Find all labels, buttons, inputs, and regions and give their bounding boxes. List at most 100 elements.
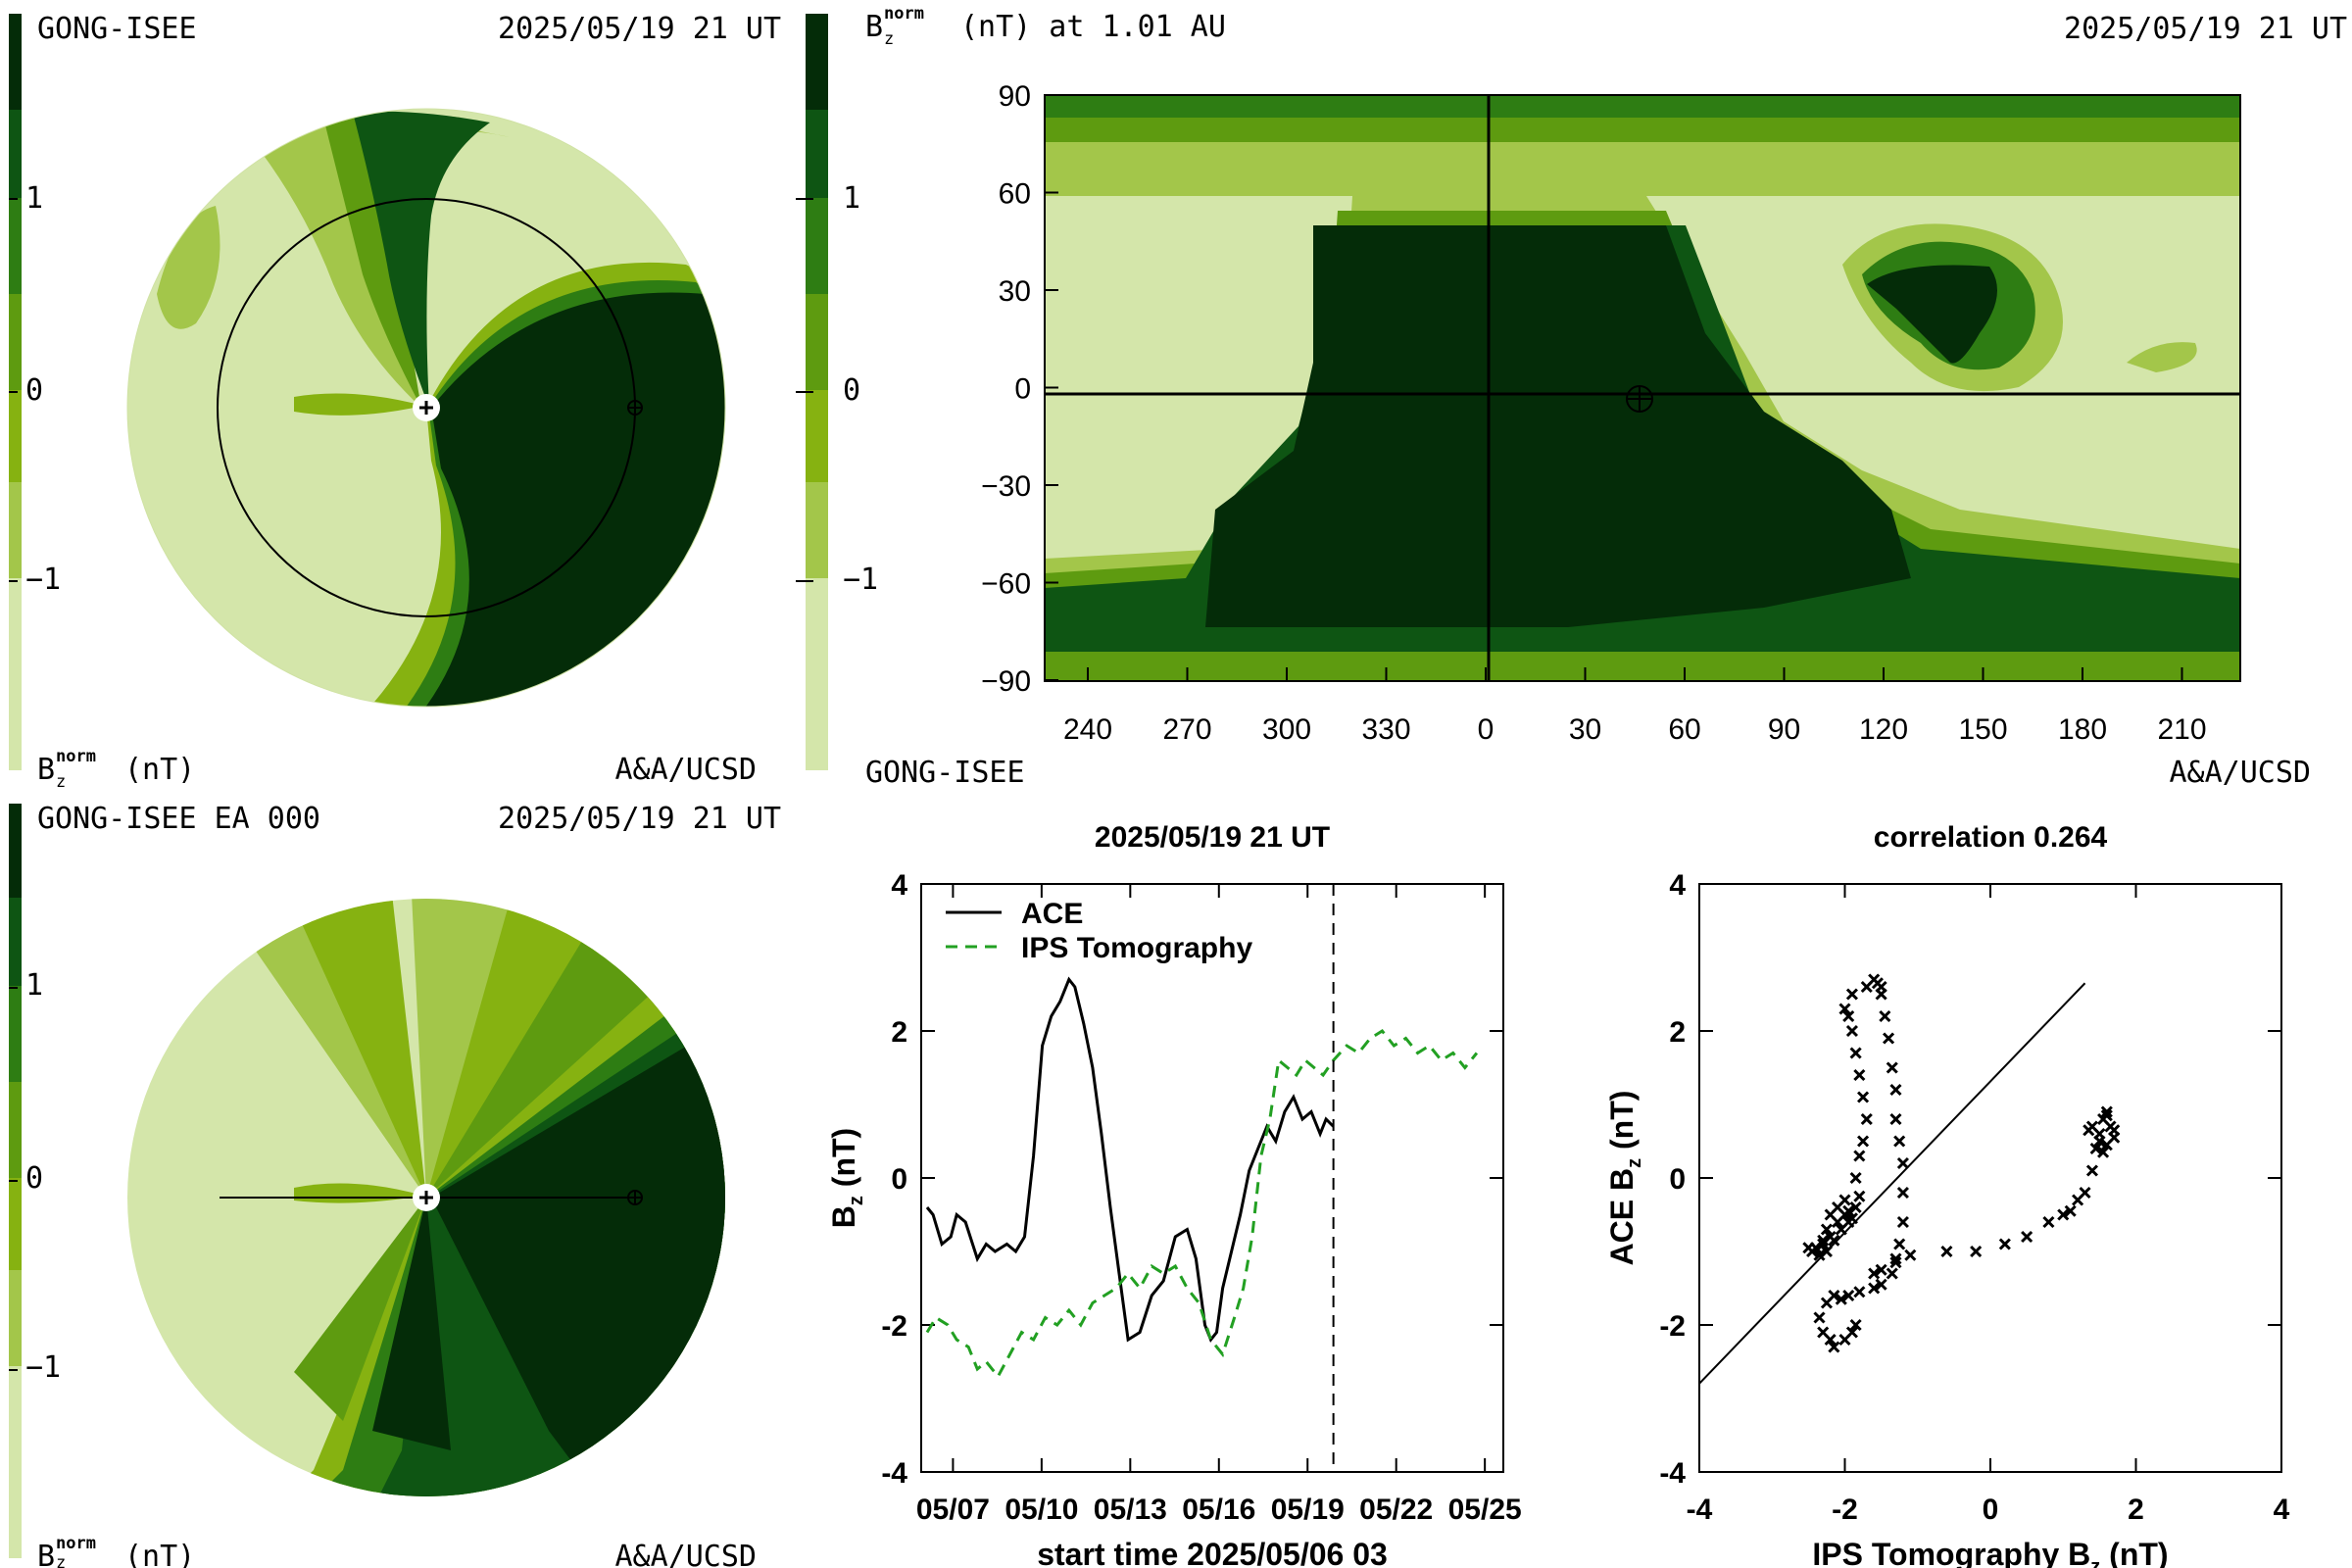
map-y-tick-label: 30 [999,275,1031,308]
colorbar: 1 0 −1 [9,804,61,1558]
legend: ACE IPS Tomography [946,898,1252,964]
map-plot-area [1045,95,2240,681]
contour-region [235,899,426,1198]
scatter-point [1868,1267,1881,1280]
scatter-point [1940,1245,1953,1258]
colorbar-band-1 [806,482,828,580]
colorbar-band-6 [9,804,22,900]
scatter-point [1893,1238,1906,1250]
chart-title: 2025/05/19 21 UT [1095,821,1330,854]
bnorm-base: B [37,1540,55,1568]
scatter-point [1875,1263,1887,1276]
legend-label-ace: ACE [1021,898,1083,930]
x-tick-label: 05/22 [1359,1494,1433,1526]
source-label: GONG-ISEE [865,756,1025,790]
colorbar-tick-label: −1 [25,1350,61,1385]
contour-region [2127,342,2197,372]
unit-label: (nT) [124,753,195,787]
colorbar-band-5 [806,110,828,200]
map-title-text: (nT) at 1.01 AU [960,10,1226,44]
contour-region [1045,652,2240,681]
contour-region [157,206,220,329]
y-tick-label: -2 [1659,1310,1686,1343]
y-tick-label: -4 [881,1457,907,1490]
x-tick-label: 05/13 [1094,1494,1167,1526]
line-chart-axes: 4 2 0 -2 -4 05/07 05/10 05/13 05/16 05/19 05/22 05/… [881,869,1521,1526]
contour-region [372,1198,451,1450]
scatter-point [1875,1278,1887,1291]
colorbar-tick-label: 0 [25,1161,43,1196]
source-label: GONG-ISEE EA 000 [37,802,320,836]
y-tick-label: 0 [891,1163,907,1196]
y-axis-title: ACE Bz (nT) [1604,1091,1645,1266]
scatter-point [2064,1204,2077,1217]
timestamp-label: 2025/05/19 21 UT [498,12,781,46]
colorbar-band-4 [9,986,22,1084]
sun-icon [413,394,440,421]
scatter-point [1842,1009,1855,1023]
x-tick-label: 05/07 [916,1494,990,1526]
colorbar-band-0 [9,1366,22,1558]
scatter-point [1842,1215,1855,1229]
credit-label: A&A/UCSD [615,1540,758,1568]
map-x-tick-label: 90 [1768,713,1800,746]
line-chart-series [925,976,1479,1380]
map-x-tick-label: 30 [1569,713,1601,746]
x-axis-label: IPS Tomography Bz (nT) [1812,1537,2168,1568]
scatter-point [1857,1135,1870,1148]
contour-region [1045,95,2240,118]
series-line-ips [925,1029,1479,1380]
scatter-point [1879,1009,1891,1023]
scatter-point [1857,1091,1870,1103]
scatter-point [1842,1289,1855,1302]
colorbar-band-5 [9,110,22,200]
map-x-tick-label: 300 [1262,713,1311,746]
scatter-point [1845,1024,1858,1038]
contour-region [353,111,490,408]
sun-icon [413,1184,440,1211]
scatter-point [2085,1164,2099,1177]
y-tick-label: 4 [891,869,907,902]
scatter-point [1860,1112,1873,1126]
scatter-point [1896,1186,1909,1200]
disk-outline [126,108,726,708]
colorbar-band-3 [9,294,22,392]
scatter-point [2042,1215,2055,1229]
scatter-point [1896,1215,1909,1229]
x-tick-label: 0 [1983,1494,1999,1526]
scatter-points [1699,973,2121,1386]
scatter-point [2021,1230,2034,1244]
credit-label: A&A/UCSD [2170,756,2312,790]
scatter-point [1849,1171,1862,1185]
scatter-point [1853,1150,1866,1162]
scatter-point [1853,1068,1866,1082]
scatter-point [1813,1311,1826,1324]
earth-icon [627,1190,643,1205]
fit-line [1699,982,2086,1386]
credit-label: A&A/UCSD [615,753,758,787]
scatter-point [2093,1135,2106,1148]
x-tick-label: 4 [2274,1494,2290,1526]
map-y-axis: 90 60 30 0 −30 −60 −90 [981,80,1058,698]
x-tick-label: 05/19 [1271,1494,1345,1526]
colorbar-band-3 [9,1082,22,1180]
scatter-point [1842,1204,1855,1217]
map-x-tick-label: 240 [1063,713,1112,746]
scatter-point [1889,1083,1902,1097]
plot-frame [920,883,1504,1473]
colorbar-tick-label: 1 [843,181,860,216]
bnorm-base: B [37,753,55,787]
y-tick-label: 0 [1669,1163,1686,1196]
colorbar-band-2 [9,390,22,484]
x-tick-label: 05/10 [1004,1494,1078,1526]
colorbar-tick-label: 1 [25,968,43,1003]
map-y-tick-label: −30 [981,470,1031,503]
colorbar-tick-label: −1 [25,563,61,597]
colorbar-band-6 [806,14,828,112]
colorbar-band-2 [806,390,828,484]
colorbar-tick-label: 1 [25,181,43,216]
panel-synoptic-map: 1 0 −1 B z norm (nT) at 1.01 AU 2025/05/… [796,4,2347,790]
colorbar-band-1 [9,1270,22,1368]
scatter-point [1849,1318,1862,1332]
